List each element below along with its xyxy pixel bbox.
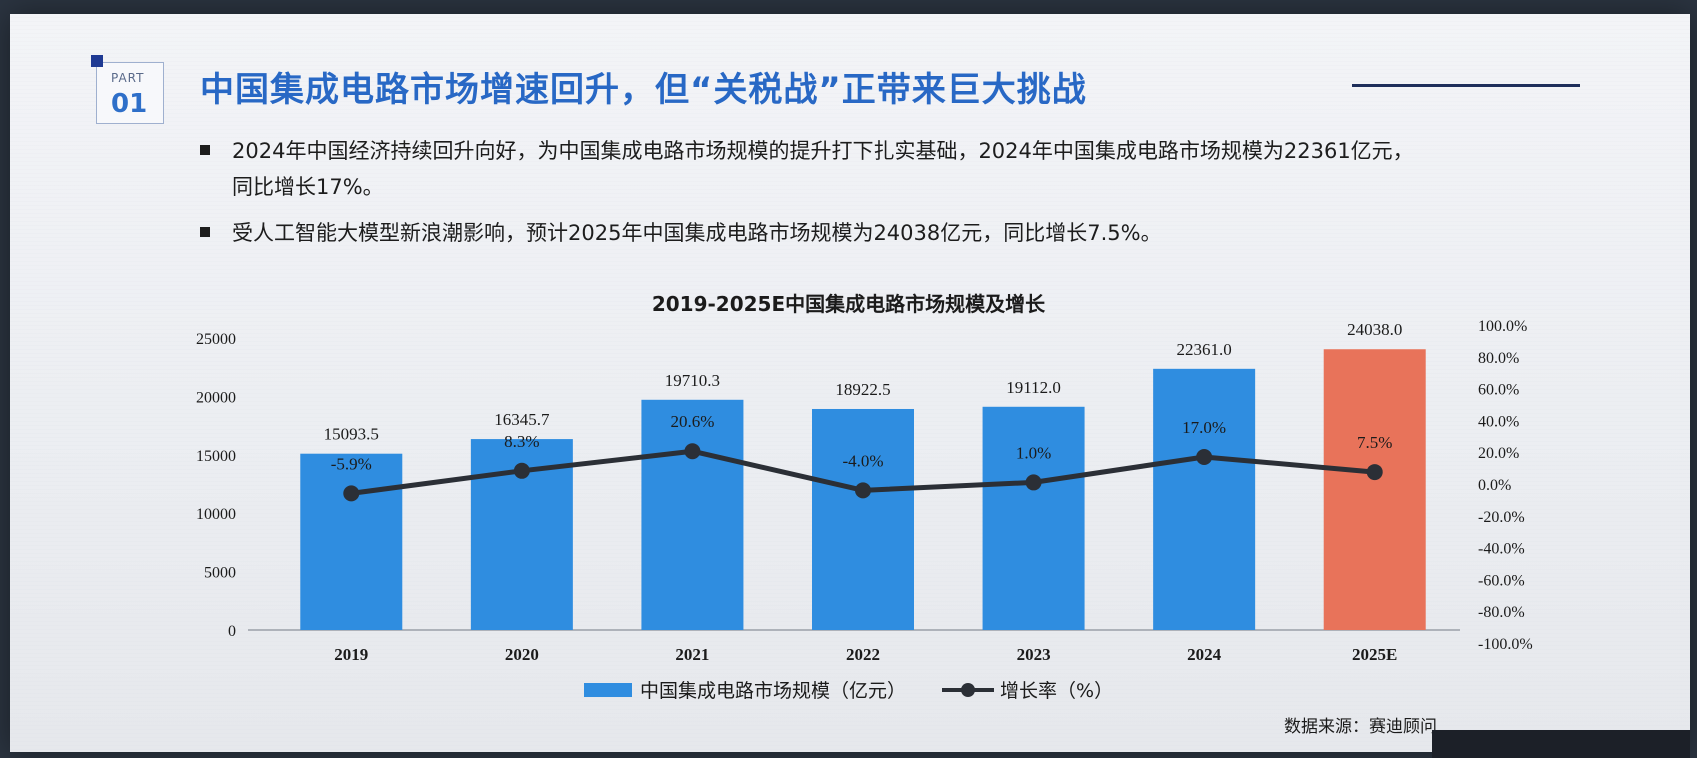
bar-value-label: 19710.3 [665,371,720,390]
right-axis-tick: 60.0% [1478,382,1519,399]
part-badge: PART 01 [91,55,164,124]
legend-line-label: 增长率（%） [1000,680,1114,702]
left-axis-tick: 20000 [196,389,236,406]
bullet-square-icon [200,227,210,237]
growth-value-label: -5.9% [331,454,372,473]
x-axis-tick: 2024 [1187,645,1222,664]
slide-title: 中国集成电路市场增速回升，但“关税战”正带来巨大挑战 [200,70,1087,110]
chart-legend: 中国集成电路市场规模（亿元） 增长率（%） [584,676,1113,703]
data-source: 数据来源：赛迪顾问 [1284,717,1437,737]
bar-2023 [982,406,1085,630]
growth-point-2023 [1025,474,1042,491]
bar-2024 [1153,368,1256,630]
legend-line-icon [942,682,995,697]
left-axis-tick: 15000 [196,448,236,465]
left-axis-tick: 25000 [196,331,236,348]
x-axis-tick: 2025E [1352,645,1397,664]
left-axis-tick: 0 [228,623,236,640]
x-axis-tick: 2022 [846,645,880,664]
part-label: PART [111,71,145,85]
right-axis-tick: -60.0% [1478,572,1525,589]
growth-point-2022 [855,482,871,499]
bullet-text-1: 2024年中国经济持续回升向好，为中国集成电路市场规模的提升打下扎实基础，202… [232,139,1414,163]
chart-title: 2019-2025E中国集成电路市场规模及增长 [651,292,1046,316]
x-axis-tick: 2020 [505,645,539,664]
bullet-text-2: 受人工智能大模型新浪潮影响，预计2025年中国集成电路市场规模为24038亿元，… [232,221,1162,245]
part-number: 01 [111,89,148,119]
growth-value-label: 20.6% [670,412,714,431]
bar-2019 [300,453,403,630]
right-axis-tick: 20.0% [1478,445,1519,462]
growth-point-2024 [1196,448,1213,465]
right-axis-tick: 40.0% [1478,413,1519,430]
bar-value-label: 15093.5 [324,425,379,444]
growth-value-label: 7.5% [1357,433,1392,452]
bar-value-label: 24038.0 [1347,320,1402,339]
legend-bar-label: 中国集成电路市场规模（亿元） [640,680,907,702]
bar-2025E [1323,349,1426,630]
bullet-item-1-continued: 同比增长17%。 [232,172,384,202]
right-axis-tick: -20.0% [1478,509,1525,526]
growth-point-2019 [343,485,360,502]
growth-point-2020 [513,462,530,479]
bullet-text-1-continued: 同比增长17%。 [232,175,384,199]
left-axis-tick: 5000 [204,565,236,582]
growth-value-label: 8.3% [504,432,539,451]
right-axis-tick: 80.0% [1478,350,1519,367]
title-underline [1352,84,1580,87]
bar-2021 [641,399,744,630]
screen-bezel [1432,730,1690,758]
x-axis-tick: 2019 [334,645,368,664]
right-axis-tick: -80.0% [1478,604,1525,621]
bullet-square-icon [200,145,210,155]
right-axis-tick: -100.0% [1478,636,1533,653]
growth-point-2021 [684,443,701,460]
x-axis-tick: 2023 [1017,645,1051,664]
growth-value-label: 1.0% [1016,443,1051,462]
right-axis-tick: 0.0% [1478,477,1511,494]
bar-value-label: 22361.0 [1177,340,1232,359]
growth-value-label: 17.0% [1182,418,1226,437]
growth-value-label: -4.0% [842,451,883,470]
legend-bar-swatch [584,682,632,697]
bullet-item-2: 受人工智能大模型新浪潮影响，预计2025年中国集成电路市场规模为24038亿元，… [200,218,1162,248]
left-axis-tick: 10000 [196,506,236,523]
bar-value-label: 16345.7 [494,410,550,429]
right-axis-tick: 100.0% [1478,318,1527,335]
part-marker-icon [91,55,103,67]
growth-point-2025E [1366,464,1383,481]
x-axis-tick: 2021 [675,645,709,664]
bar-value-label: 19112.0 [1006,378,1061,397]
bar-2022 [812,408,914,630]
right-axis-tick: -40.0% [1478,541,1525,558]
bullet-item-1: 2024年中国经济持续回升向好，为中国集成电路市场规模的提升打下扎实基础，202… [200,136,1414,166]
bar-value-label: 18922.5 [835,380,890,399]
